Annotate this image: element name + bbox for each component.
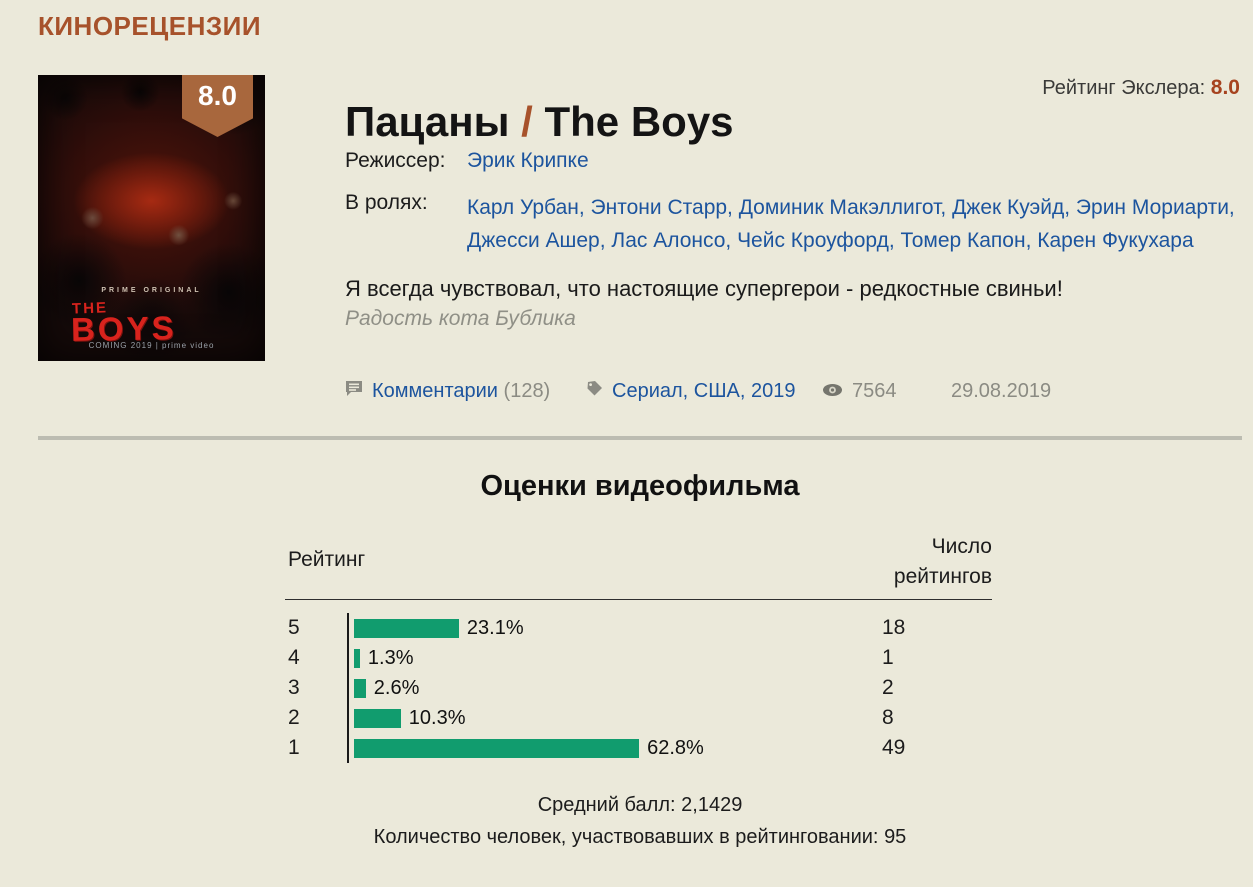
column-header-rating: Рейтинг — [288, 548, 366, 571]
movie-tagline: Я всегда чувствовал, что настоящие супер… — [345, 276, 1063, 301]
rating-bar — [354, 678, 366, 698]
views-count: 7564 — [852, 380, 897, 402]
rating-badge: 8.0 — [182, 75, 253, 137]
tag-icon — [586, 380, 603, 403]
percent-label: 1.3% — [367, 646, 414, 669]
column-header-count-line2: рейтингов — [893, 565, 992, 588]
cast-link[interactable]: Чейс Кроуфорд — [737, 229, 889, 252]
count-value: 18 — [882, 616, 906, 639]
average-score-label: Средний балл: — [537, 794, 676, 816]
column-header-count: Число рейтингов — [894, 532, 992, 592]
participants-label: Количество человек, участвовавших в рейт… — [373, 826, 879, 848]
count-value: 1 — [882, 646, 894, 669]
cast-links: Карл Урбан, Энтони Старр, Доминик Макэлл… — [467, 196, 1235, 252]
tag-link[interactable]: Сериал — [612, 380, 683, 402]
percent-label: 23.1% — [466, 616, 524, 639]
meta-row: Комментарии (128) Сериал, США, 2019 7564… — [345, 380, 1105, 408]
poster-prime-original-text: PRIME ORIGINAL — [101, 286, 202, 294]
rating-bar — [354, 618, 459, 638]
ratings-table: Рейтинг Число рейтингов 5 23.1% 18 4 1.3% 1 3 2.… — [285, 525, 992, 763]
cast-link[interactable]: Эрин Мориарти — [1075, 196, 1229, 219]
section-divider — [38, 436, 1242, 440]
tag-link[interactable]: 2019 — [751, 380, 796, 402]
exler-rating-value: 8.0 — [1210, 76, 1240, 99]
bar-cell: 23.1% — [347, 613, 882, 643]
ratings-table-header: Рейтинг Число рейтингов — [285, 525, 992, 600]
average-score-value: 2,1429 — [681, 794, 743, 816]
cast-link[interactable]: Доминик Макэллигот — [738, 196, 941, 219]
page-title: Пацаны / The Boys — [345, 98, 734, 146]
poster-coming-text: COMING 2019 | prime video — [88, 340, 215, 350]
participants-total: Количество человек, участвовавших в рейт… — [38, 826, 1242, 849]
chart-row: 5 23.1% 18 — [285, 613, 992, 643]
column-header-count-line1: Число — [931, 535, 992, 558]
bar-cell: 1.3% — [347, 643, 882, 673]
title-russian: Пацаны — [345, 98, 510, 146]
title-english: The Boys — [544, 98, 734, 146]
rating-badge-value: 8.0 — [198, 80, 237, 111]
chart-row: 4 1.3% 1 — [285, 643, 992, 673]
rating-value: 4 — [288, 646, 300, 669]
chart-row: 1 62.8% 49 — [285, 733, 992, 763]
percent-label: 62.8% — [647, 736, 704, 759]
chart-rows: 5 23.1% 18 4 1.3% 1 3 2.6% 2 2 10.3% 8 1 62.8% 49 — [285, 600, 992, 763]
director-label: Режиссер: — [345, 149, 446, 172]
eye-icon — [822, 380, 843, 403]
comments-link[interactable]: Комментарии — [372, 380, 498, 402]
rating-bar — [354, 708, 401, 728]
rating-value: 5 — [288, 616, 300, 639]
tags-group: Сериал, США, 2019 — [586, 380, 796, 403]
bar-cell: 10.3% — [347, 703, 882, 733]
chart-row: 2 10.3% 8 — [285, 703, 992, 733]
bar-cell: 62.8% — [347, 733, 882, 763]
tag-link[interactable]: США — [693, 380, 740, 402]
count-value: 2 — [882, 676, 894, 699]
rating-bar — [354, 648, 360, 668]
title-separator: / — [521, 98, 533, 146]
cast-link[interactable]: Карл Урбан — [467, 196, 579, 219]
cast-link[interactable]: Лас Алонсо — [611, 229, 726, 252]
exler-rating-label: Рейтинг Экслера: — [1042, 77, 1206, 99]
participants-value: 95 — [884, 826, 907, 848]
cast-link[interactable]: Энтони Старр — [590, 196, 728, 219]
publish-date: 29.08.2019 — [951, 380, 1052, 402]
movie-poster[interactable]: PRIME ORIGINAL THE BOYS COMING 2019 | pr… — [38, 75, 265, 361]
views-group: 7564 — [822, 380, 897, 403]
movie-subtitle: Радость кота Бублика — [345, 307, 576, 330]
cast-link[interactable]: Джек Куэйд — [952, 196, 1065, 219]
tags-links: Сериал, США, 2019 — [612, 380, 796, 402]
count-value: 49 — [882, 736, 906, 759]
section-title-link[interactable]: КИНОРЕЦЕНЗИИ — [38, 11, 262, 41]
comment-icon — [345, 380, 363, 403]
cast-row: В ролях: Карл Урбан, Энтони Старр, Домин… — [345, 191, 1249, 257]
rating-value: 1 — [288, 736, 300, 759]
chart-title: Оценки видеофильма — [480, 470, 800, 502]
percent-label: 10.3% — [408, 706, 466, 729]
chart-row: 3 2.6% 2 — [285, 673, 992, 703]
cast-link[interactable]: Джесси Ашер — [467, 229, 600, 252]
comments-count: (128) — [503, 380, 551, 402]
rating-value: 2 — [288, 706, 300, 729]
cast-link[interactable]: Томер Капон — [900, 229, 1026, 252]
bar-cell: 2.6% — [347, 673, 882, 703]
director-link[interactable]: Эрик Крипке — [467, 149, 589, 172]
director-row: Режиссер: Эрик Крипке — [345, 149, 589, 173]
count-value: 8 — [882, 706, 894, 729]
percent-label: 2.6% — [373, 676, 420, 699]
average-score: Средний балл: 2,1429 — [38, 794, 1242, 817]
rating-bar — [354, 738, 640, 758]
cast-label: В ролях: — [345, 191, 428, 214]
exler-rating: Рейтинг Экслера: 8.0 — [1042, 76, 1240, 100]
cast-link[interactable]: Карен Фукухара — [1037, 229, 1194, 252]
comments-group: Комментарии (128) — [345, 380, 550, 403]
rating-value: 3 — [288, 676, 300, 699]
